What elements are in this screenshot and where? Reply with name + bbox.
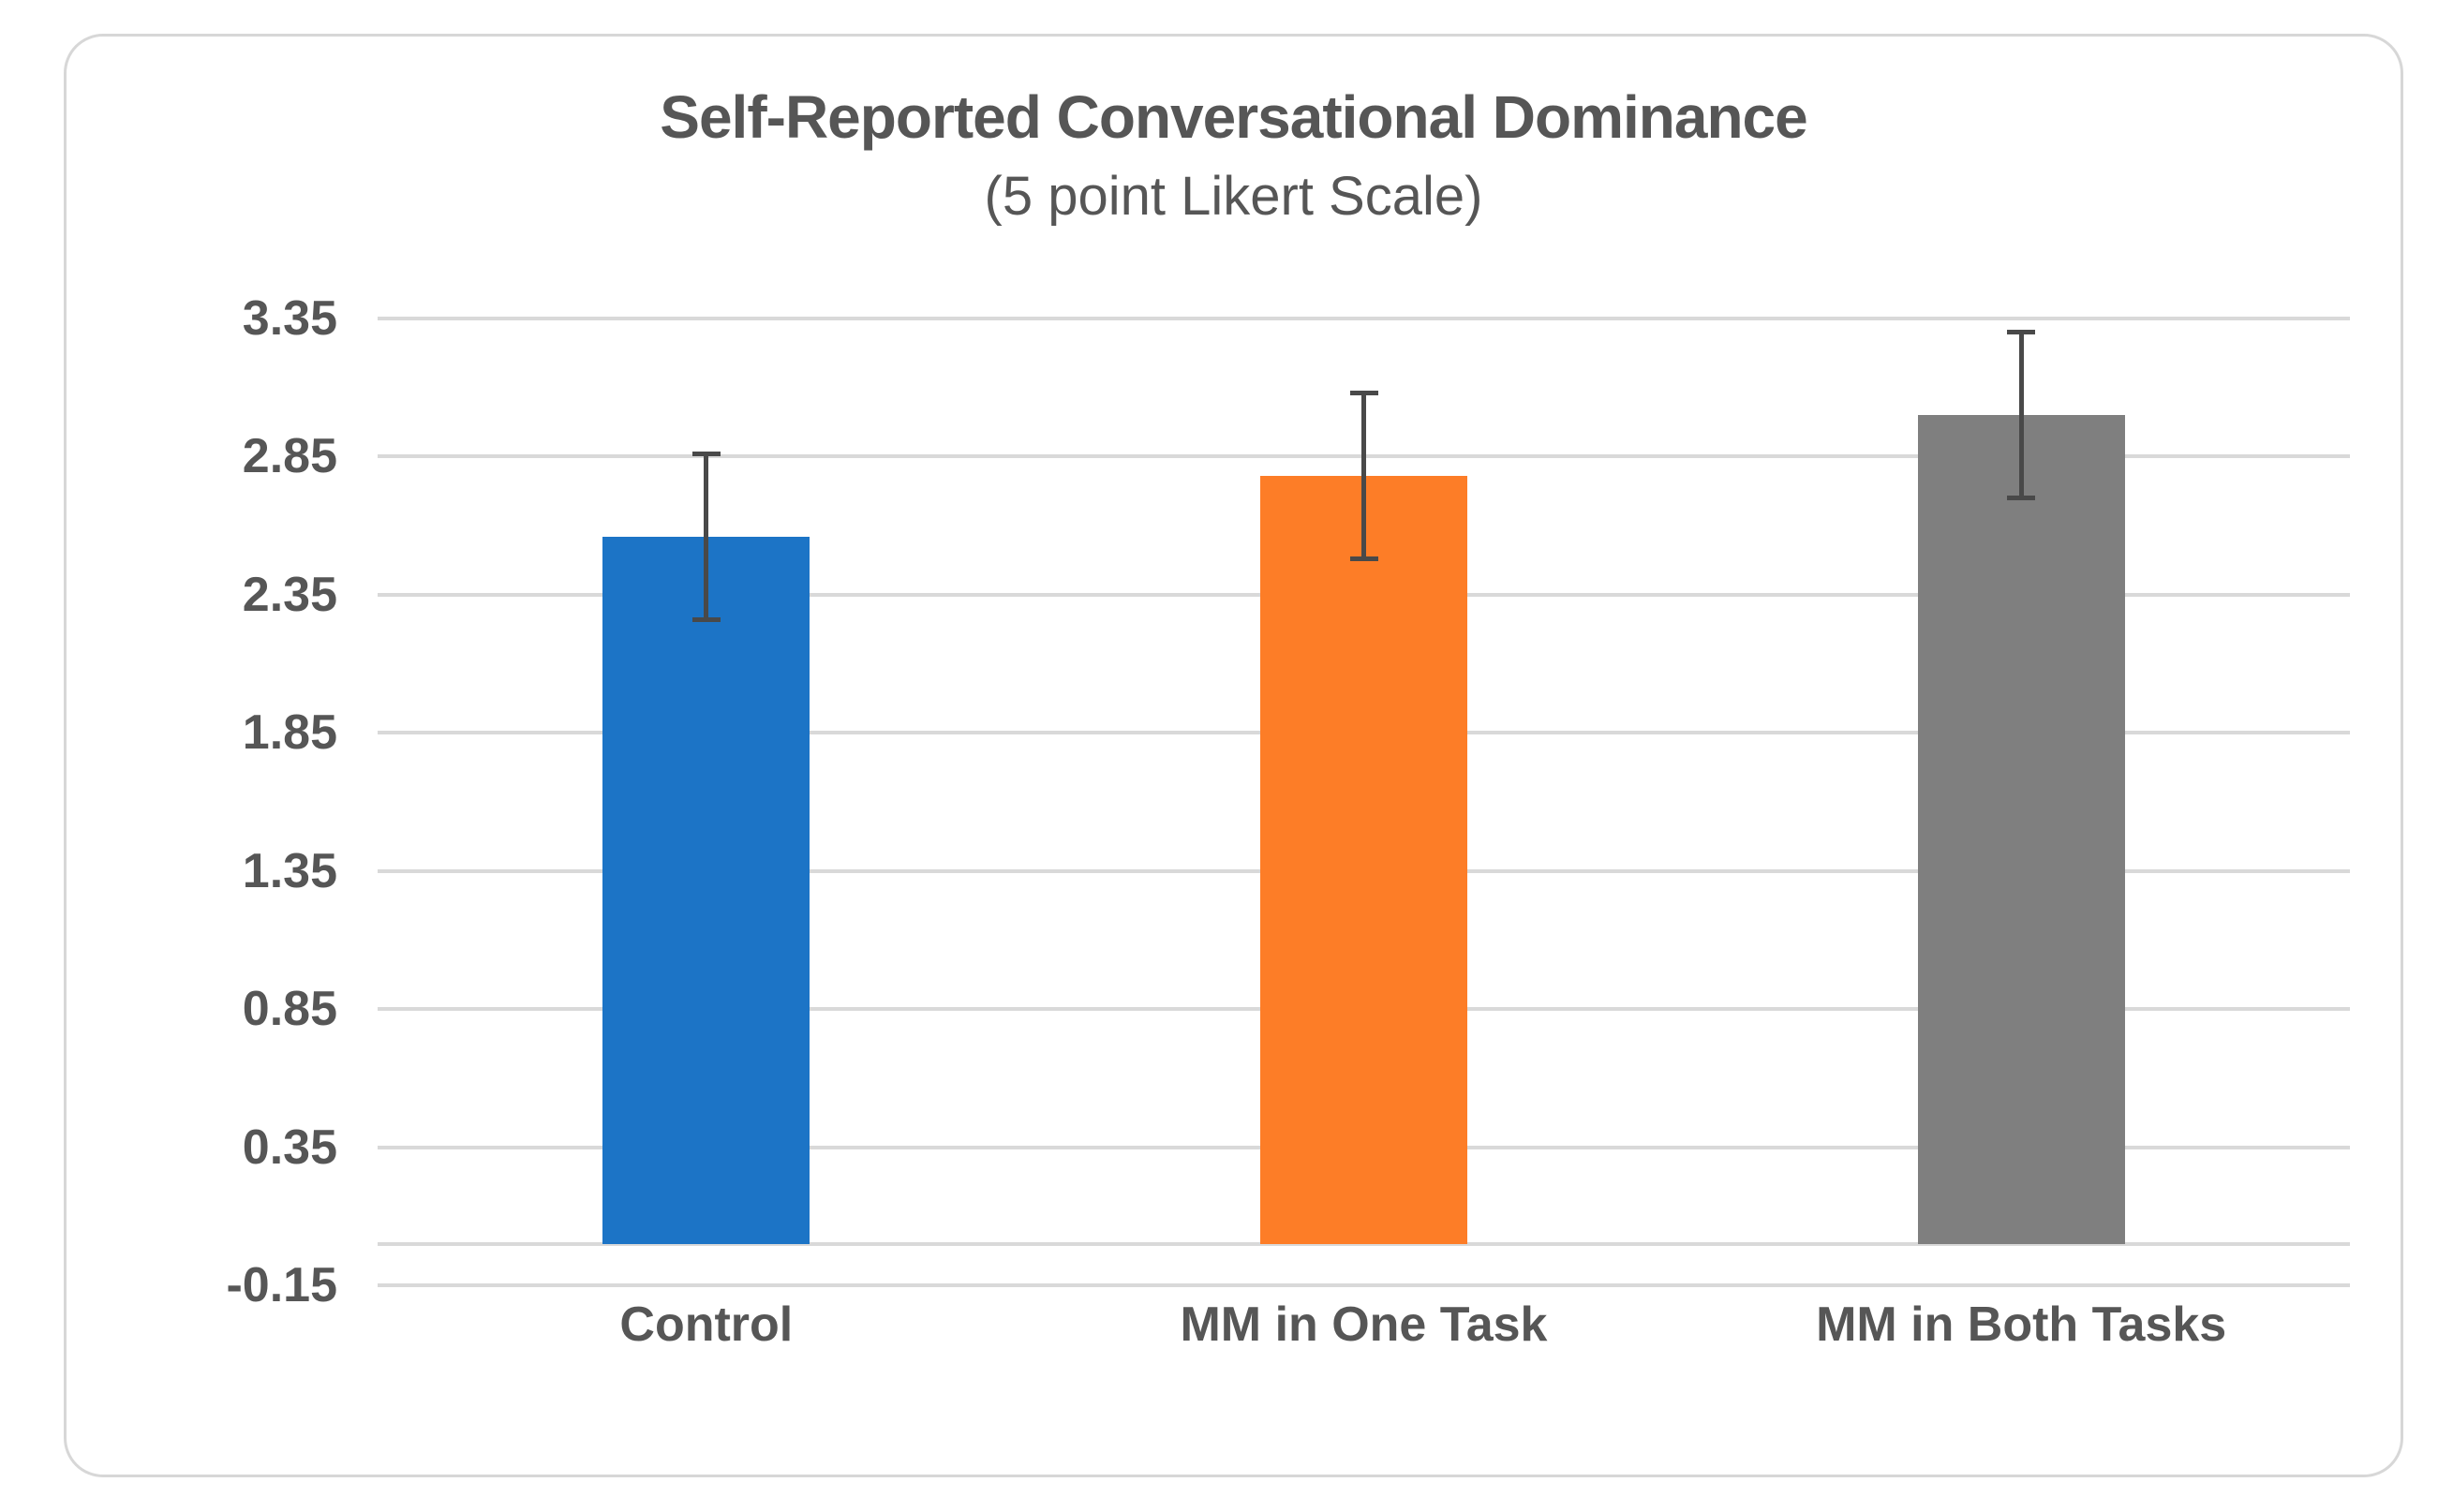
error-bar <box>2018 332 2024 498</box>
gridline <box>378 317 2350 320</box>
baseline-gridline <box>378 1241 2350 1246</box>
chart-title: Self-Reported Conversational Dominance <box>660 83 1807 151</box>
y-axis-tick-label: 0.85 <box>242 982 337 1037</box>
gridline <box>378 1283 2350 1287</box>
chart-subtitle: (5 point Likert Scale) <box>984 166 1483 227</box>
y-axis-tick-label: 0.35 <box>242 1119 337 1175</box>
y-axis-tick-label: 1.85 <box>242 705 337 761</box>
error-bar-cap <box>2007 330 2036 335</box>
error-bar-cap <box>691 451 721 456</box>
error-bar-cap <box>1349 391 1378 396</box>
bar-mm-in-both-tasks <box>1917 415 2125 1244</box>
bar-control <box>602 536 810 1244</box>
error-bar <box>704 453 709 620</box>
x-axis-category-label: Control <box>619 1297 794 1352</box>
x-axis-category-label: MM in Both Tasks <box>1816 1297 2227 1352</box>
error-bar <box>1361 393 1366 559</box>
y-axis-tick-label: -0.15 <box>226 1258 337 1312</box>
y-axis-tick-label: 2.35 <box>242 567 337 622</box>
error-bar-cap <box>1349 556 1378 562</box>
y-axis-tick-label: 1.35 <box>242 843 337 898</box>
error-bar-cap <box>2007 496 2036 501</box>
error-bar-cap <box>691 616 721 622</box>
bar-mm-in-one-task <box>1260 476 1467 1244</box>
y-axis-tick-label: 3.35 <box>242 291 337 346</box>
y-axis-tick-label: 2.85 <box>242 429 337 484</box>
x-axis-category-label: MM in One Task <box>1180 1297 1548 1352</box>
